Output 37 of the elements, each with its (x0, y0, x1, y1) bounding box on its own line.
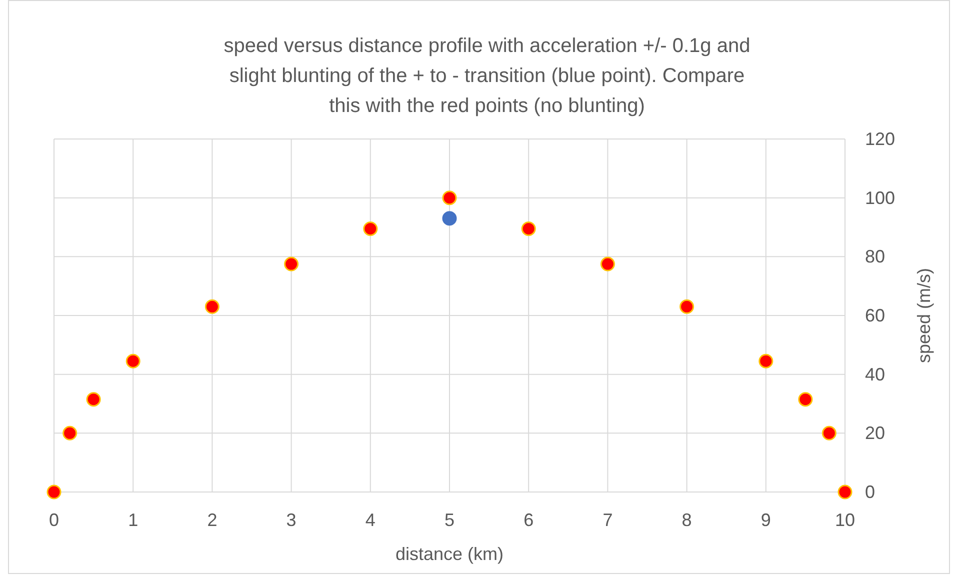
y-tick-label: 40 (865, 364, 886, 384)
y-tick-label: 20 (865, 423, 886, 444)
x-tick-label: 1 (128, 510, 138, 530)
point (62, 426, 78, 440)
x-axis-title: distance (km) (395, 544, 504, 564)
y-axis-title: speed (m/s) (914, 268, 934, 364)
point (442, 211, 457, 226)
x-tick-label: 0 (48, 510, 60, 530)
x-tick-label: 8 (682, 510, 692, 530)
point (46, 484, 62, 500)
point (86, 392, 101, 407)
point (204, 299, 220, 314)
point (798, 392, 813, 407)
x-tick-label: 4 (365, 510, 376, 530)
x-tick-label: 2 (207, 510, 218, 530)
x-tick-label: 6 (524, 510, 534, 530)
x-tick-label: 5 (444, 510, 455, 530)
point (600, 256, 615, 272)
x-tick-label: 7 (602, 510, 613, 530)
chart-title: speed versus distance profile with acceleration +/- 0.1g and slight blunting of the + to - transition (blue point). Compare this with the red points (no blunting) (224, 35, 750, 117)
point (284, 256, 299, 272)
point (363, 221, 378, 236)
point (680, 299, 694, 314)
point (758, 354, 774, 368)
y-tick-label: 100 (865, 188, 896, 208)
x-tick-label: 10 (834, 510, 856, 530)
point (442, 190, 457, 206)
x-tick-label: 3 (286, 510, 296, 530)
point (822, 426, 836, 440)
point (521, 221, 536, 236)
y-tick-label: 80 (865, 246, 886, 267)
y-tick-label: 60 (865, 306, 886, 326)
point (838, 484, 852, 500)
y-tick-label: 120 (865, 129, 896, 149)
y-tick-label: 0 (865, 482, 876, 502)
x-tick-label: 9 (760, 510, 771, 530)
point (126, 354, 140, 368)
